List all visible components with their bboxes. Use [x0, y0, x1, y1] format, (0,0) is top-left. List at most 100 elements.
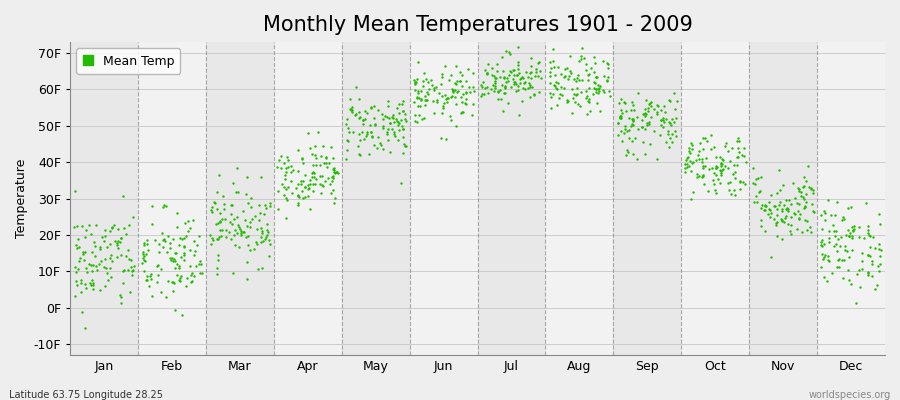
Point — [772, 187, 787, 193]
Point — [90, 267, 104, 274]
Point — [855, 250, 869, 256]
Point — [277, 184, 292, 190]
Point — [488, 74, 502, 81]
Point — [339, 147, 354, 154]
Point — [466, 101, 481, 107]
Point — [770, 219, 785, 225]
Point — [85, 267, 99, 274]
Point — [137, 257, 151, 263]
Point — [643, 100, 657, 106]
Point — [308, 181, 322, 187]
Point — [99, 244, 113, 250]
Point — [465, 84, 480, 91]
Point — [590, 74, 604, 80]
Point — [409, 79, 423, 85]
Point — [357, 107, 372, 114]
Point — [701, 188, 716, 194]
Point — [309, 154, 323, 161]
Point — [587, 69, 601, 76]
Point — [569, 92, 583, 98]
Point — [866, 234, 880, 240]
Point — [838, 247, 852, 253]
Point — [696, 172, 710, 178]
Point — [827, 243, 842, 250]
Point — [779, 206, 794, 212]
Point — [374, 142, 389, 148]
Point — [68, 264, 82, 270]
Point — [111, 244, 125, 251]
Point — [845, 247, 859, 253]
Point — [474, 93, 489, 100]
Point — [293, 181, 308, 188]
Point — [583, 108, 598, 115]
Point — [622, 115, 636, 121]
Point — [255, 228, 269, 234]
Point — [498, 83, 512, 89]
Point — [761, 211, 776, 218]
Point — [816, 241, 831, 247]
Point — [461, 66, 475, 72]
Point — [158, 202, 173, 209]
Point — [706, 170, 721, 176]
Point — [254, 234, 268, 240]
Point — [668, 106, 682, 113]
Point — [443, 112, 457, 119]
Point — [696, 146, 710, 152]
Point — [630, 114, 644, 120]
Point — [684, 140, 698, 146]
Point — [669, 114, 683, 121]
Point — [392, 120, 406, 126]
Point — [440, 98, 454, 105]
Point — [488, 83, 502, 90]
Point — [869, 282, 884, 288]
Point — [444, 94, 458, 100]
Point — [728, 175, 742, 182]
Y-axis label: Temperature: Temperature — [15, 159, 28, 238]
Point — [716, 166, 731, 172]
Point — [480, 71, 494, 77]
Point — [296, 178, 310, 184]
Point — [543, 90, 557, 97]
Point — [348, 112, 363, 119]
Point — [359, 129, 374, 136]
Point — [797, 204, 812, 210]
Point — [223, 236, 238, 242]
Point — [407, 77, 421, 83]
Point — [667, 119, 681, 126]
Point — [488, 80, 502, 86]
Point — [635, 111, 650, 117]
Point — [796, 194, 810, 200]
Point — [832, 243, 847, 249]
Point — [78, 281, 93, 287]
Point — [222, 229, 237, 236]
Point — [873, 261, 887, 267]
Point — [710, 176, 724, 182]
Point — [665, 138, 680, 145]
Point — [307, 169, 321, 176]
Point — [434, 135, 448, 141]
Point — [625, 116, 639, 122]
Point — [715, 161, 729, 168]
Point — [298, 183, 312, 190]
Point — [89, 222, 104, 228]
Bar — [274, 42, 342, 355]
Point — [560, 96, 574, 103]
Point — [821, 257, 835, 263]
Point — [547, 64, 562, 71]
Point — [550, 102, 564, 108]
Point — [832, 264, 846, 270]
Point — [617, 126, 632, 132]
Point — [503, 68, 517, 74]
Bar — [749, 42, 817, 355]
Point — [724, 190, 738, 197]
Point — [511, 70, 526, 76]
Point — [395, 108, 410, 114]
Point — [185, 269, 200, 276]
Point — [125, 272, 140, 278]
Point — [523, 84, 537, 91]
Point — [243, 247, 257, 254]
Point — [509, 72, 524, 78]
Point — [86, 282, 100, 288]
Point — [663, 98, 678, 104]
Point — [360, 130, 374, 137]
